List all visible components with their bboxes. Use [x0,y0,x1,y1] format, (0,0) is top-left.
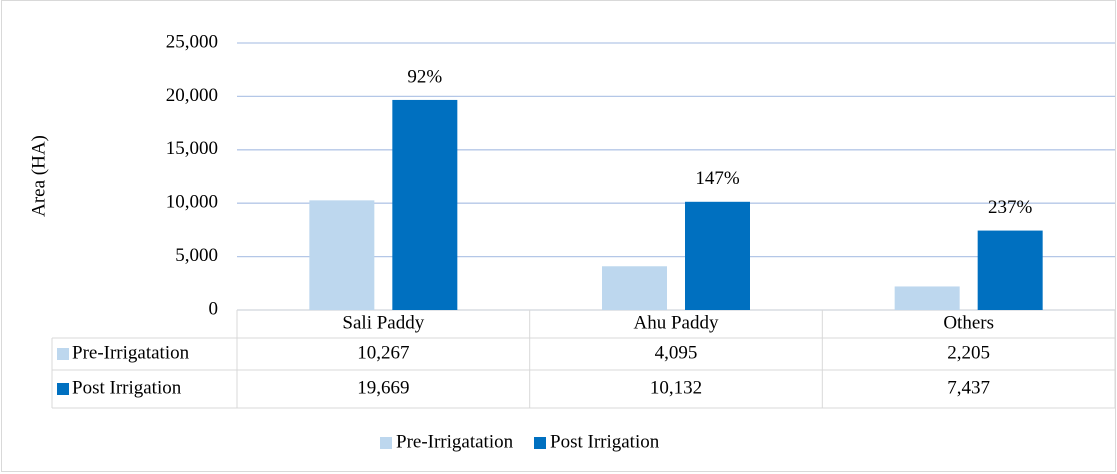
bar [894,286,960,310]
table-series-name: Pre-Irrigatation [72,342,190,363]
legend-swatch [380,437,392,449]
table-legend-key [57,348,69,360]
table-value: 7,437 [947,377,990,398]
table-value: 19,669 [357,377,409,398]
y-tick-label: 10,000 [166,192,218,213]
bar [309,200,375,310]
table-series-name: Post Irrigation [72,377,182,398]
annotation: 147% [695,168,740,189]
x-tick-label: Sali Paddy [342,312,424,333]
bar [977,230,1043,310]
x-tick-label: Ahu Paddy [634,312,719,333]
y-tick-label: 20,000 [166,85,218,106]
y-tick-label: 15,000 [166,138,218,159]
x-tick-label: Others [943,312,994,333]
legend-swatch [534,437,546,449]
table-legend-key [57,383,69,395]
annotation: 237% [988,197,1033,218]
y-axis-title: Area (HA) [28,135,49,217]
annotation: 92% [407,66,442,87]
legend-label: Post Irrigation [550,431,660,452]
bar [602,266,667,310]
table-value: 2,205 [947,342,990,363]
y-tick-label: 5,000 [175,245,218,266]
legend-label: Pre-Irrigatation [396,431,514,452]
table-value: 10,267 [357,342,409,363]
bar [392,99,458,310]
table-value: 4,095 [655,342,698,363]
y-tick-label: 0 [209,298,219,319]
table-value: 10,132 [650,377,702,398]
y-tick-label: 25,000 [166,31,218,52]
bar [685,201,750,310]
